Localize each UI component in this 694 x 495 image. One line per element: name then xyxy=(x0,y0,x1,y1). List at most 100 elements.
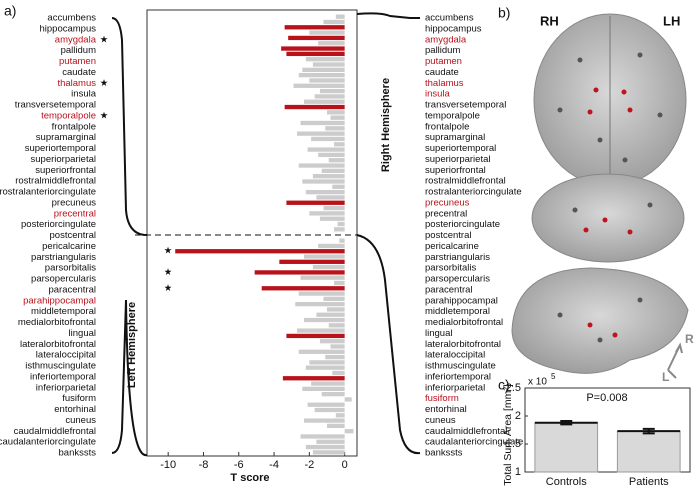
bar xyxy=(261,286,345,291)
region-label: fusiform xyxy=(62,393,96,404)
bar xyxy=(298,72,345,78)
region-label: frontalpole xyxy=(425,121,469,132)
bar xyxy=(335,413,345,418)
bar xyxy=(297,131,345,136)
bar xyxy=(314,94,345,99)
bar xyxy=(286,333,345,339)
region-label: caudalmiddlefrontal xyxy=(425,426,507,437)
region-label: isthmuscingulate xyxy=(425,361,496,372)
region-label: parsopercularis xyxy=(31,274,96,285)
x-tick-label: 0 xyxy=(342,459,348,471)
significance-marker: ★ xyxy=(164,267,173,278)
region-label: insula xyxy=(71,89,97,100)
bar xyxy=(302,179,345,184)
region-label: superiorparietal xyxy=(425,154,490,165)
bar xyxy=(327,307,345,312)
error-bar xyxy=(617,427,681,435)
bar xyxy=(327,110,345,115)
bar xyxy=(335,14,345,19)
bar xyxy=(332,370,345,376)
y-tick-label: 2.5 xyxy=(506,382,521,394)
brain-label: LH xyxy=(663,13,680,28)
bar xyxy=(319,88,345,94)
direction-label: L xyxy=(662,370,669,384)
bar xyxy=(311,136,345,142)
region-label: temporalpole xyxy=(425,110,480,121)
region-label: middletemporal xyxy=(425,306,490,317)
bar xyxy=(325,126,345,131)
bar xyxy=(286,200,345,205)
bar xyxy=(309,360,345,365)
bar xyxy=(298,349,345,354)
region-label: rostralanteriorcingulate xyxy=(0,187,96,198)
bar xyxy=(281,46,345,51)
bar xyxy=(284,25,345,30)
region-label: precentral xyxy=(54,208,96,219)
bracket xyxy=(111,17,148,236)
bar xyxy=(312,62,345,67)
region-label: putamen xyxy=(425,56,462,67)
region-label: superiorparietal xyxy=(31,154,96,165)
x-tick-label: -4 xyxy=(269,459,279,471)
bar xyxy=(300,275,345,280)
region-label: lateralorbitofrontal xyxy=(20,339,96,350)
bar xyxy=(344,429,354,434)
region-label: precentral xyxy=(425,208,467,219)
panel-label: a) xyxy=(4,3,16,19)
bar xyxy=(254,270,345,275)
y-multiplier: x 10 xyxy=(528,377,547,388)
bar xyxy=(309,30,345,35)
panel-label: c) xyxy=(498,377,510,393)
bar xyxy=(298,291,345,296)
bar xyxy=(327,423,345,429)
region-label: caudalanteriorcingulate xyxy=(425,437,523,448)
region-label: transversetemporal xyxy=(15,100,96,111)
error-bar xyxy=(534,420,598,426)
region-label: entorhinal xyxy=(425,404,467,415)
bar xyxy=(286,51,345,57)
region-label: lingual xyxy=(425,328,452,339)
region-label: lingual xyxy=(69,328,96,339)
region-label: insula xyxy=(425,89,451,100)
bar xyxy=(334,142,345,147)
region-label: temporalpole xyxy=(41,110,96,121)
bar xyxy=(304,418,345,423)
region-label: parstriangularis xyxy=(425,252,490,263)
region-label: pericalcarine xyxy=(425,241,479,252)
region-label: lateraloccipital xyxy=(425,350,485,361)
brain-images xyxy=(511,13,689,379)
bracket xyxy=(111,299,148,457)
region-label: thalamus xyxy=(425,78,464,89)
region-label: hippocampus xyxy=(425,23,482,34)
x-axis-title: T score xyxy=(230,472,269,484)
bar xyxy=(318,41,345,46)
bar xyxy=(339,238,345,243)
annotation: P=0.008 xyxy=(586,392,627,404)
bar xyxy=(288,35,345,41)
bar xyxy=(323,296,345,302)
region-label: caudalmiddlefrontal xyxy=(14,426,96,437)
bar xyxy=(312,174,345,179)
plot-frame xyxy=(524,387,691,473)
region-label: parahippocampal xyxy=(425,295,498,306)
bar xyxy=(284,104,345,110)
bar xyxy=(305,444,345,450)
bar xyxy=(305,365,345,370)
bar xyxy=(321,391,345,397)
region-label: lateralorbitofrontal xyxy=(425,339,501,350)
region-label: bankssts xyxy=(59,448,97,459)
bar xyxy=(314,407,345,413)
bar xyxy=(316,195,345,200)
region-label: caudate xyxy=(425,67,459,78)
region-label: rostralanteriorcingulate xyxy=(425,187,522,198)
x-tick-label: Patients xyxy=(629,476,669,488)
region-label: medialorbitofrontal xyxy=(18,317,96,328)
bar xyxy=(305,189,345,195)
region-label: paracentral xyxy=(48,284,96,295)
region-label: frontalpole xyxy=(52,121,96,132)
x-tick-label: -10 xyxy=(160,459,176,471)
region-label: entorhinal xyxy=(54,404,96,415)
region-label: rostralmiddlefrontal xyxy=(15,176,96,187)
brain-label: RH xyxy=(540,13,559,28)
